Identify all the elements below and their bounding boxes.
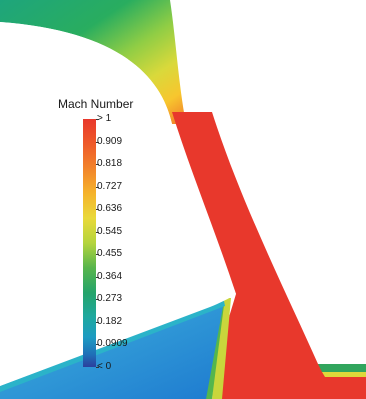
legend-title: Mach Number bbox=[58, 97, 134, 111]
legend-tick-mark bbox=[96, 276, 99, 278]
right-wall-layer bbox=[318, 364, 366, 372]
legend-label: 0.182 bbox=[97, 315, 123, 327]
legend-tick-mark bbox=[96, 344, 99, 346]
legend-label: 0.455 bbox=[97, 248, 123, 260]
legend-label: 0.909 bbox=[97, 135, 123, 147]
colorbar bbox=[83, 119, 96, 367]
legend-label: 0.545 bbox=[97, 225, 123, 237]
supersonic-band bbox=[172, 112, 366, 399]
legend-tick-mark bbox=[96, 164, 99, 166]
legend-tick-mark bbox=[96, 367, 99, 368]
legend-tick-mark bbox=[96, 254, 99, 256]
lower-left-edge bbox=[0, 301, 225, 392]
shear-layer-strip bbox=[212, 298, 231, 399]
legend-tick-mark bbox=[96, 231, 99, 233]
legend-label: 0.727 bbox=[97, 180, 123, 192]
legend-label: 0.0909 bbox=[97, 338, 128, 350]
legend-tick-mark bbox=[96, 209, 99, 211]
legend-label: 0.364 bbox=[97, 270, 123, 282]
legend-label: 0.818 bbox=[97, 158, 123, 170]
legend-tick-mark bbox=[96, 186, 99, 188]
legend-tick-mark bbox=[96, 299, 99, 301]
legend-label: 0.636 bbox=[97, 203, 123, 215]
legend-label: > 1 bbox=[97, 113, 112, 124]
upper-flow-region bbox=[0, 0, 186, 124]
legend-label: < 0 bbox=[97, 361, 112, 372]
legend-label: 0.273 bbox=[97, 293, 123, 305]
legend-tick-mark bbox=[96, 119, 99, 120]
right-wall-layer-yellow bbox=[322, 372, 366, 377]
legend-tick-mark bbox=[96, 321, 99, 323]
legend-tick-mark bbox=[96, 141, 99, 143]
solid-body bbox=[0, 22, 236, 386]
